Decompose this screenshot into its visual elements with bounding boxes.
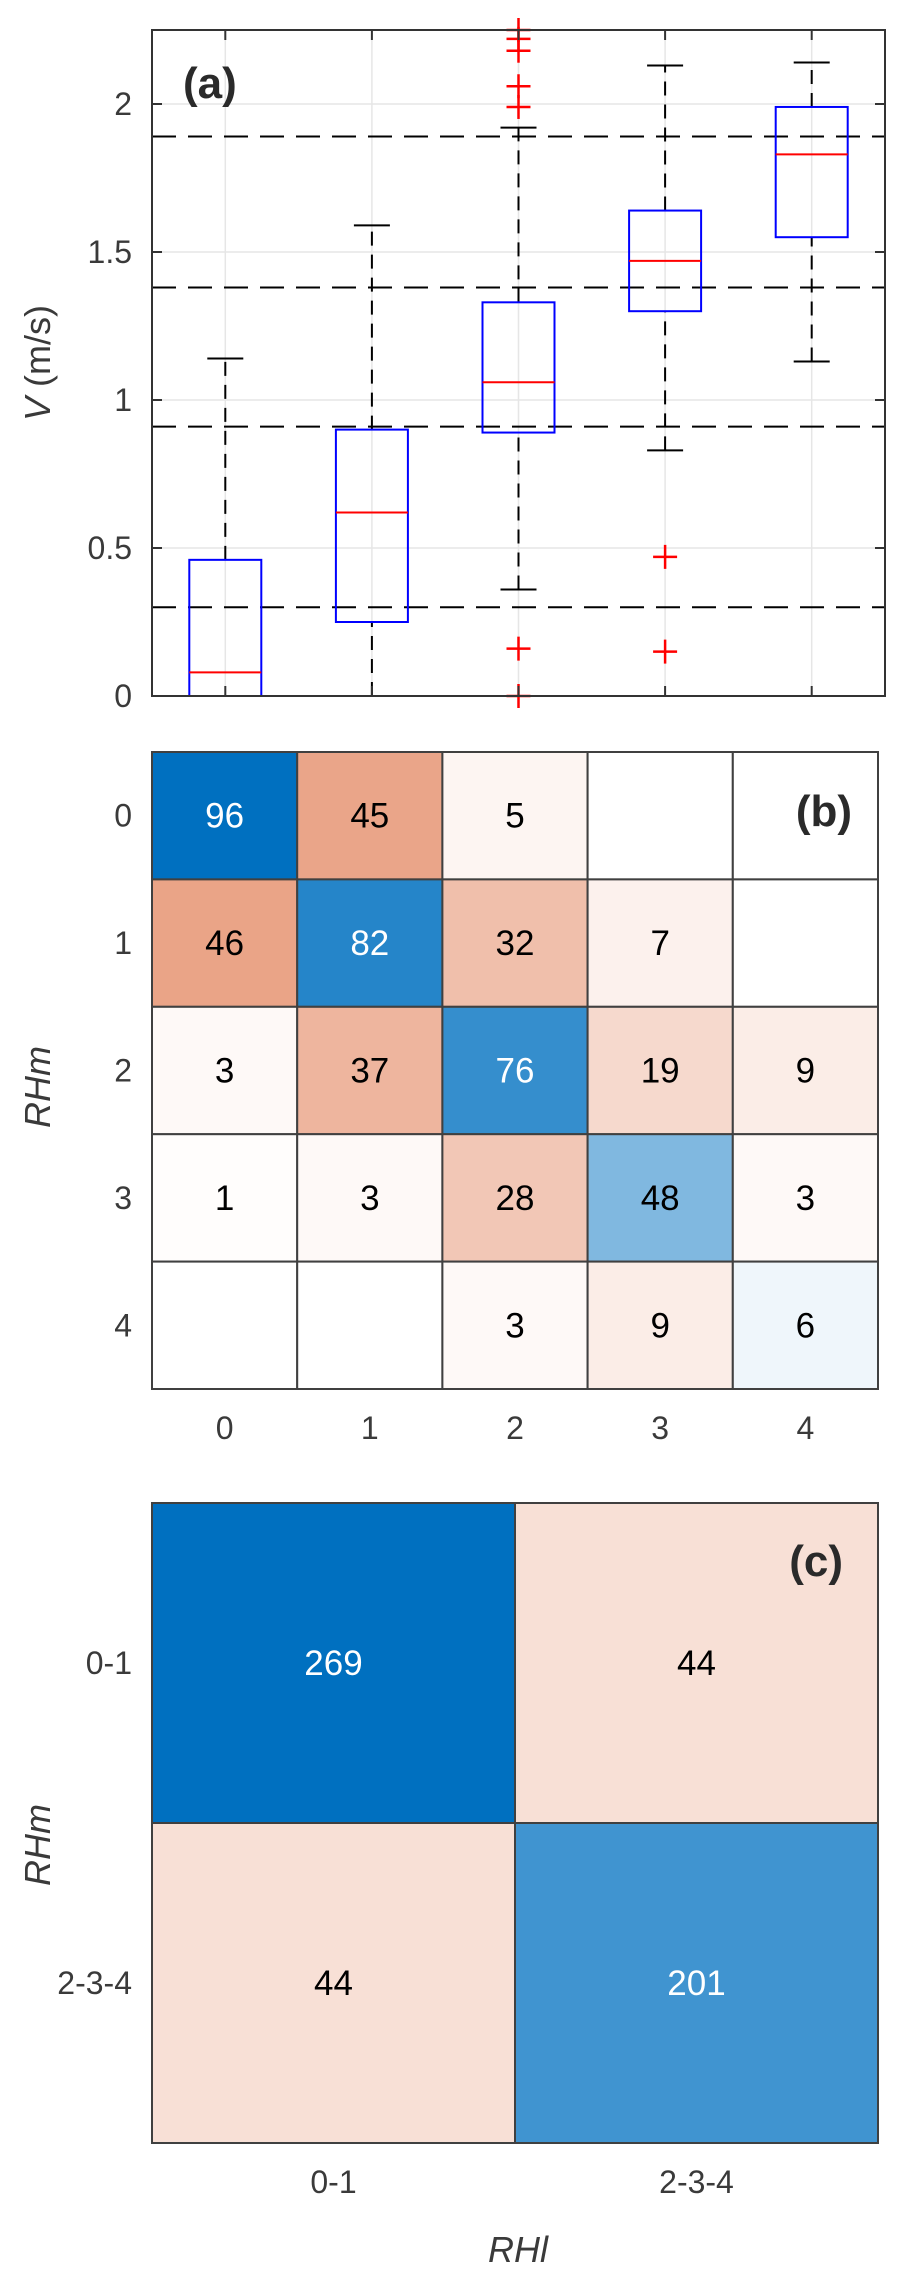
heatmap-cell-value: 3 bbox=[505, 1306, 524, 1345]
heatmap-cell-value: 7 bbox=[650, 924, 669, 963]
heatmap-cell bbox=[731, 1133, 879, 1263]
heatmap-cell bbox=[151, 1260, 299, 1390]
x-tick-label: 4 bbox=[797, 1410, 815, 1446]
heatmap-cell bbox=[296, 1260, 444, 1390]
heatmap-5x5-ticks: 0 1 2 3 4 0 1 2 3 4 bbox=[114, 798, 814, 1446]
heatmap-2x2-ticks: 0-1 2-3-4 0-1 2-3-4 bbox=[57, 1645, 734, 2200]
panel-a-background bbox=[0, 0, 904, 730]
heatmap-2x2-y-axis-label: RHm bbox=[17, 1804, 58, 1886]
heatmap-cell bbox=[441, 878, 589, 1008]
heatmap-cell bbox=[296, 751, 444, 881]
y-tick-label: 4 bbox=[114, 1307, 132, 1343]
heatmap-cell-value: 1 bbox=[215, 1179, 234, 1218]
heatmap-cell bbox=[731, 1260, 879, 1390]
heatmap-cell bbox=[296, 1005, 444, 1136]
y-tick-label: 3 bbox=[114, 1180, 132, 1216]
heatmap-cell-value: 48 bbox=[641, 1179, 680, 1218]
heatmap-cell-value: 32 bbox=[496, 924, 535, 963]
heatmap-cell bbox=[586, 878, 734, 1008]
heatmap-cell bbox=[514, 1502, 879, 1824]
heatmap-cell bbox=[514, 1822, 879, 2144]
heatmap-cell bbox=[151, 878, 299, 1008]
interquartile-box bbox=[481, 301, 556, 434]
y-axis-unit: (m/s) bbox=[17, 305, 58, 397]
y-tick-label: 1 bbox=[114, 925, 132, 961]
y-axis-symbol: V bbox=[17, 394, 58, 421]
heatmap-cell bbox=[296, 1133, 444, 1263]
y-tick-label: 1 bbox=[114, 382, 132, 418]
box-3 bbox=[628, 64, 703, 664]
heatmap-cell-value: 3 bbox=[360, 1179, 379, 1218]
panel-b-label: (b) bbox=[796, 787, 852, 836]
heatmap-cell bbox=[731, 878, 879, 1008]
heatmap-cell bbox=[151, 1133, 299, 1263]
heatmap-2x2-cells: 269 44 44 201 bbox=[151, 1502, 879, 2144]
heatmap-cell-value: 3 bbox=[796, 1179, 815, 1218]
heatmap-cell-value: 9 bbox=[796, 1052, 815, 1091]
heatmap-cell bbox=[151, 1502, 516, 1824]
heatmap-2x2-panel: 269 44 44 201 0-1 2-3-4 0-1 2-3-4 (c) RHm RHl bbox=[17, 1502, 879, 2270]
boxplot-ticks: 0 0.5 1 1.5 2 bbox=[88, 30, 885, 714]
heatmap-cell-value: 9 bbox=[650, 1306, 669, 1345]
x-tick-label: 2 bbox=[506, 1410, 524, 1446]
heatmap-cell-value: 96 bbox=[205, 797, 244, 836]
heatmap-cell-value: 28 bbox=[496, 1179, 535, 1218]
heatmap-cell bbox=[151, 1822, 516, 2144]
heatmap-cell bbox=[441, 1260, 589, 1390]
heatmap-cell-value: 269 bbox=[304, 1644, 362, 1683]
outlier-marker bbox=[506, 74, 531, 99]
heatmap-5x5-cells: 96 45 546 82 32 73 37 76 19 91 3 28 48 33 9 6 bbox=[151, 751, 879, 1390]
x-tick-label: 0 bbox=[216, 1410, 234, 1446]
heatmap-cell-value: 46 bbox=[205, 924, 244, 963]
boxplot-panel: 0 0.5 1 1.5 2 (a) V (m/s) bbox=[0, 0, 904, 730]
interquartile-box bbox=[774, 105, 849, 239]
outlier-marker bbox=[653, 544, 678, 569]
y-tick-label: 0-1 bbox=[86, 1645, 132, 1681]
boxplot-y-axis-label: V (m/s) bbox=[17, 305, 58, 421]
heatmap-cell-value: 3 bbox=[215, 1052, 234, 1091]
heatmap-cell-value: 19 bbox=[641, 1052, 680, 1091]
outlier-marker bbox=[653, 639, 678, 664]
heatmap-cell-value: 37 bbox=[350, 1052, 389, 1091]
x-tick-label: 0-1 bbox=[310, 2164, 356, 2200]
panel-a-label: (a) bbox=[183, 59, 237, 108]
x-tick-label: 2-3-4 bbox=[659, 2164, 734, 2200]
y-tick-label: 2 bbox=[114, 1053, 132, 1089]
x-tick-label: 3 bbox=[651, 1410, 669, 1446]
heatmap-cell bbox=[151, 751, 299, 881]
y-tick-label: 2 bbox=[114, 86, 132, 122]
x-tick-label: 1 bbox=[361, 1410, 379, 1446]
y-tick-label: 0 bbox=[114, 678, 132, 714]
heatmap-cell bbox=[586, 751, 734, 881]
heatmap-cell-value: 6 bbox=[796, 1306, 815, 1345]
y-tick-label: 0 bbox=[114, 798, 132, 834]
heatmap-cell-value: 45 bbox=[350, 797, 389, 836]
y-tick-label: 2-3-4 bbox=[57, 1965, 132, 2001]
outlier-marker bbox=[506, 94, 531, 119]
heatmap-cell-value: 201 bbox=[667, 1964, 725, 2003]
heatmap-5x5-y-axis-label: RHm bbox=[17, 1046, 58, 1128]
box-4 bbox=[774, 61, 849, 363]
y-tick-label: 1.5 bbox=[88, 234, 132, 270]
heatmap-cell-value: 44 bbox=[314, 1964, 353, 2003]
heatmap-2x2-x-axis-label: RHl bbox=[488, 2229, 549, 2270]
heatmap-cell-value: 82 bbox=[350, 924, 389, 963]
heatmap-cell-value: 76 bbox=[496, 1052, 535, 1091]
outlier-marker bbox=[506, 636, 531, 661]
heatmap-cell bbox=[731, 751, 879, 881]
heatmap-cell bbox=[296, 878, 444, 1008]
y-tick-label: 0.5 bbox=[88, 530, 132, 566]
heatmap-cell-value: 5 bbox=[505, 797, 524, 836]
boxplot-boxes bbox=[188, 18, 849, 708]
heatmap-5x5-panel: 96 45 546 82 32 73 37 76 19 91 3 28 48 33 9 6 0 1 2 3 40123… bbox=[17, 751, 879, 1446]
interquartile-box bbox=[334, 428, 409, 623]
heatmap-cell bbox=[151, 1005, 299, 1136]
heatmap-cell-value: 44 bbox=[677, 1644, 716, 1683]
panel-c-label: (c) bbox=[789, 1537, 843, 1586]
